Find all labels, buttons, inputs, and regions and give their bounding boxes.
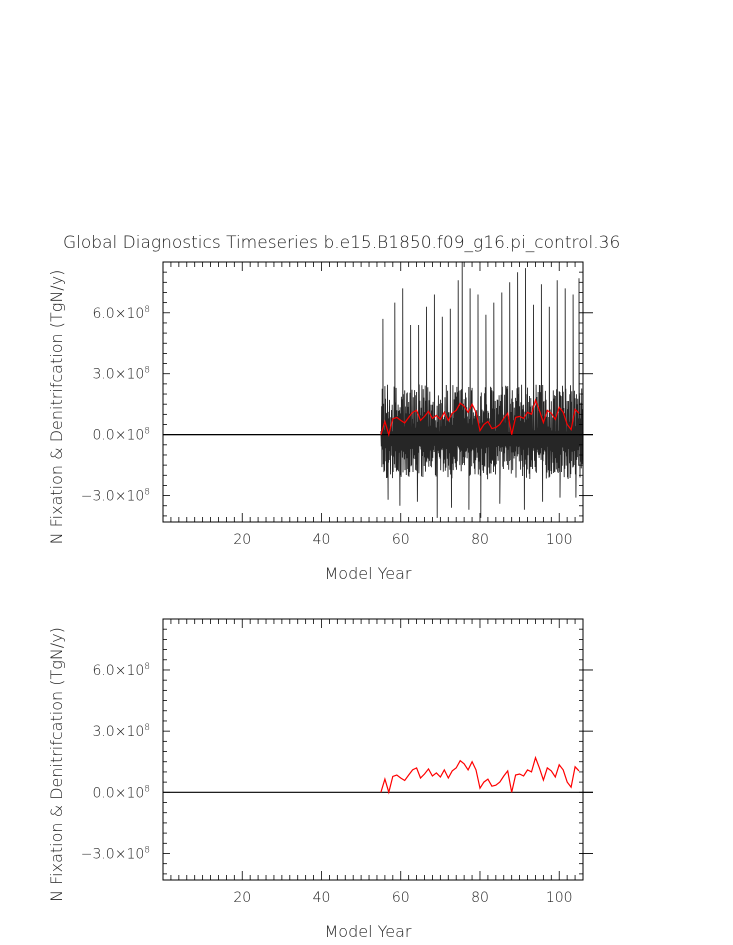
y-tick-label: 3.0×108 xyxy=(92,723,150,740)
monthly-series-line xyxy=(163,261,584,518)
y-tick-label: −3.0×108 xyxy=(81,488,150,505)
y-tick-label: −3.0×108 xyxy=(81,845,150,862)
x-tick-label: 100 xyxy=(546,532,573,548)
annual-mean-series-line xyxy=(380,398,580,437)
plot-frame xyxy=(162,618,584,881)
x-tick-label: 60 xyxy=(392,890,410,906)
tick-layer: 20 40 60 80 100 −3.0×108 0.0×108 3.0×108 6.0×108 xyxy=(81,618,593,906)
x-tick-label: 40 xyxy=(313,532,331,548)
figure-title: Global Diagnostics Timeseries b.e15.B185… xyxy=(63,233,620,253)
y-axis-label: N Fixation & Denitrifcation (TgN/y) xyxy=(47,627,66,902)
plot-frame xyxy=(162,261,584,523)
x-tick-label: 40 xyxy=(313,890,331,906)
tick-layer: 20 40 60 80 100 −3.0×108 0.0×108 3.0×108 6.0×108 xyxy=(81,261,593,548)
annual-mean-series-line xyxy=(380,755,580,795)
x-axis-label: Model Year xyxy=(325,564,412,583)
series-layer xyxy=(163,261,593,518)
y-axis-label: N Fixation & Denitrifcation (TgN/y) xyxy=(47,270,66,545)
x-tick-label: 20 xyxy=(233,890,251,906)
y-tick-label: 3.0×108 xyxy=(92,366,150,383)
x-tick-label: 60 xyxy=(392,532,410,548)
y-tick-label: 6.0×108 xyxy=(92,305,150,322)
x-tick-label: 20 xyxy=(233,532,251,548)
y-tick-label: 0.0×108 xyxy=(92,784,150,801)
series-layer xyxy=(163,755,593,795)
x-tick-label: 100 xyxy=(546,890,573,906)
y-tick-label: 0.0×108 xyxy=(92,427,150,444)
top-panel: 20 40 60 80 100 −3.0×108 0.0×108 3.0×108 6.0×108… xyxy=(47,261,593,583)
y-tick-label: 6.0×108 xyxy=(92,662,150,679)
x-tick-label: 80 xyxy=(471,532,489,548)
x-axis-label: Model Year xyxy=(325,922,412,941)
bottom-panel: 20 40 60 80 100 −3.0×108 0.0×108 3.0×108 6.0×108… xyxy=(47,618,593,941)
x-tick-label: 80 xyxy=(471,890,489,906)
